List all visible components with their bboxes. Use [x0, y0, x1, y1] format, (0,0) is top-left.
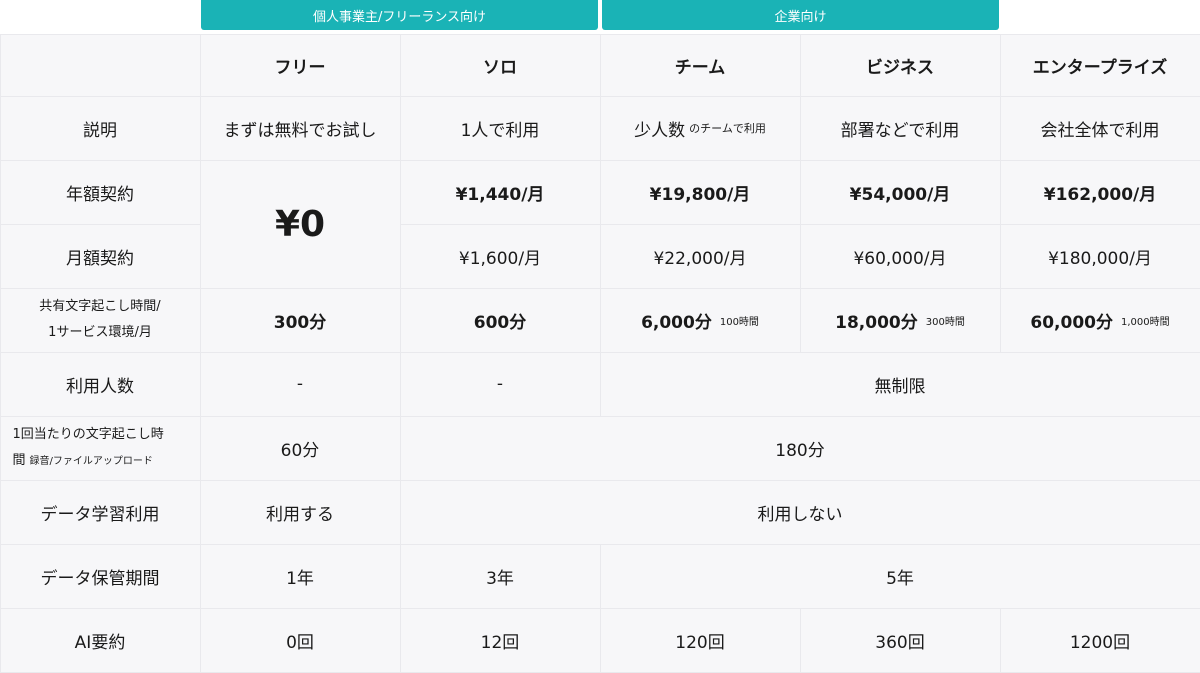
row-label-shared: 共有文字起こし時間/1サービス環境/月 — [0, 288, 201, 353]
ai-summary-free: 0回 — [200, 608, 401, 673]
retention-free: 1年 — [200, 544, 401, 609]
row-label-retention: データ保管期間 — [0, 544, 201, 609]
users-others: 無制限 — [600, 352, 1200, 417]
annual-solo: ¥1,440/月 — [400, 160, 601, 225]
shared-business-value: 18,000分 — [835, 308, 918, 333]
shared-team: 6,000分 100時間 — [600, 288, 801, 353]
monthly-enterprise: ¥180,000/月 — [1000, 224, 1200, 289]
desc-enterprise: 会社全体で利用 — [1000, 96, 1200, 161]
row-label-ai-summary: AI要約 — [0, 608, 201, 673]
row-label-users: 利用人数 — [0, 352, 201, 417]
desc-team-note: のチームで利用 — [689, 120, 766, 136]
ai-summary-solo: 12回 — [400, 608, 601, 673]
per-session-free: 60分 — [200, 416, 401, 481]
per-session-others: 180分 — [400, 416, 1200, 481]
shared-enterprise-note: 1,000時間 — [1121, 313, 1170, 328]
annual-business: ¥54,000/月 — [800, 160, 1001, 225]
per-session-label-2: 間 — [13, 453, 26, 468]
ai-summary-enterprise: 1200回 — [1000, 608, 1200, 673]
header-empty — [0, 34, 201, 97]
shared-business-note: 300時間 — [926, 313, 965, 328]
row-label-monthly: 月額契約 — [0, 224, 201, 289]
shared-solo: 600分 — [400, 288, 601, 353]
desc-solo: 1人で利用 — [400, 96, 601, 161]
shared-team-value: 6,000分 — [641, 308, 712, 333]
desc-team: 少人数のチームで利用 — [600, 96, 801, 161]
ai-summary-business: 360回 — [800, 608, 1001, 673]
plan-team: チーム — [600, 34, 801, 97]
desc-business: 部署などで利用 — [800, 96, 1001, 161]
monthly-team: ¥22,000/月 — [600, 224, 801, 289]
monthly-business: ¥60,000/月 — [800, 224, 1001, 289]
training-others: 利用しない — [400, 480, 1200, 545]
shared-team-note: 100時間 — [720, 313, 759, 328]
ai-summary-team: 120回 — [600, 608, 801, 673]
shared-free: 300分 — [200, 288, 401, 353]
annual-enterprise: ¥162,000/月 — [1000, 160, 1200, 225]
shared-enterprise: 60,000分 1,000時間 — [1000, 288, 1200, 353]
plan-enterprise: エンタープライズ — [1000, 34, 1200, 97]
plan-free: フリー — [200, 34, 401, 97]
shared-business: 18,000分 300時間 — [800, 288, 1001, 353]
per-session-note: 録音/ファイルアップロード — [30, 456, 153, 467]
per-session-label-1: 1回当たりの文字起こし時 — [13, 422, 164, 448]
shared-label-2: 1サービス環境/月 — [48, 320, 152, 346]
shared-enterprise-value: 60,000分 — [1030, 308, 1113, 333]
training-free: 利用する — [200, 480, 401, 545]
monthly-solo: ¥1,600/月 — [400, 224, 601, 289]
row-label-description: 説明 — [0, 96, 201, 161]
retention-others: 5年 — [600, 544, 1200, 609]
free-price: ¥0 — [200, 160, 401, 289]
row-label-annual: 年額契約 — [0, 160, 201, 225]
group-individual: 個人事業主/フリーランス向け — [201, 0, 598, 30]
users-solo: - — [400, 352, 601, 417]
plan-business: ビジネス — [800, 34, 1001, 97]
pricing-table: フリー ソロ チーム ビジネス エンタープライズ 説明 まずは無料でお試し 1人… — [0, 34, 1200, 672]
shared-label-1: 共有文字起こし時間/ — [39, 294, 160, 320]
users-free: - — [200, 352, 401, 417]
retention-solo: 3年 — [400, 544, 601, 609]
desc-free: まずは無料でお試し — [200, 96, 401, 161]
annual-team: ¥19,800/月 — [600, 160, 801, 225]
desc-team-main: 少人数 — [634, 116, 685, 141]
plan-solo: ソロ — [400, 34, 601, 97]
row-label-per-session: 1回当たりの文字起こし時間録音/ファイルアップロード — [0, 416, 201, 481]
row-label-training: データ学習利用 — [0, 480, 201, 545]
group-enterprise: 企業向け — [602, 0, 999, 30]
